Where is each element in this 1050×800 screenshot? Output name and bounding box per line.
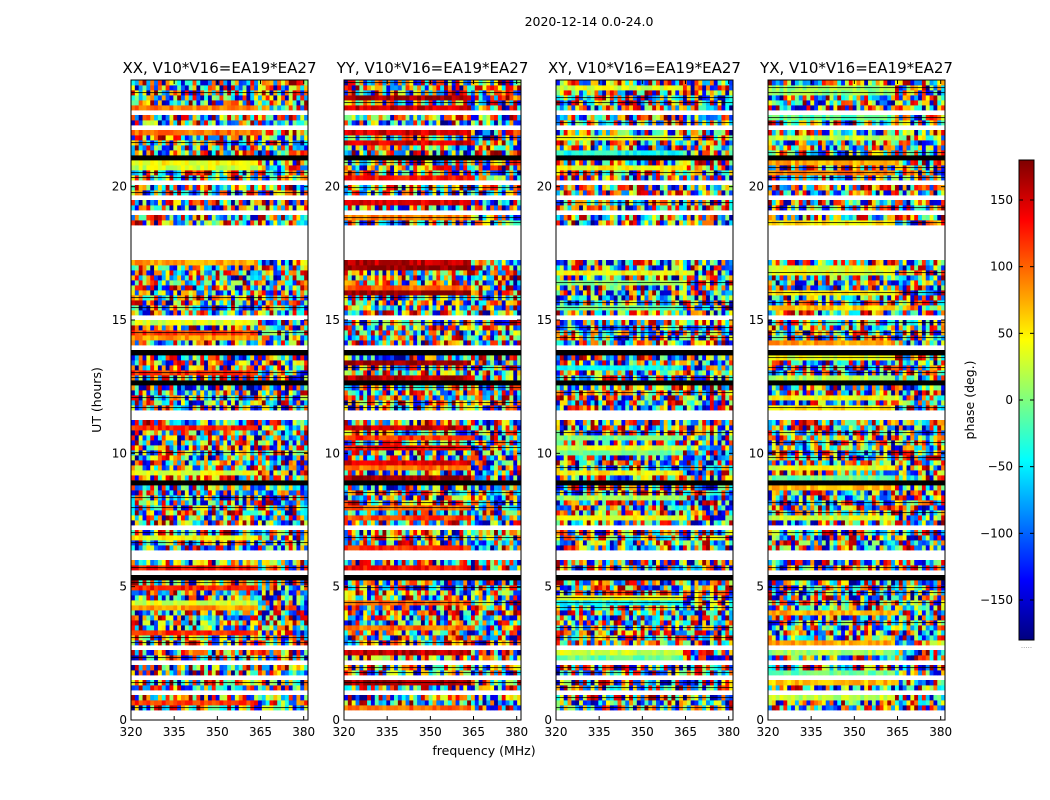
panels-group: XX, V10*V16=EA19*EA27 320 335 350 365 380 0 5 10… bbox=[112, 59, 953, 739]
panel-frame bbox=[130, 79, 309, 721]
colorbar-tick-label: 50 bbox=[998, 326, 1013, 340]
x-tick-label: 365 bbox=[462, 725, 485, 739]
colorbar: −150 −100 −50 0 50 100 150..... bbox=[980, 159, 1035, 650]
y-tick-label: 5 bbox=[544, 580, 552, 594]
y-tick-label: 15 bbox=[537, 313, 552, 327]
panel-title: XX, V10*V16=EA19*EA27 bbox=[122, 59, 316, 77]
x-tick-label: 335 bbox=[800, 725, 823, 739]
x-tick-label: 335 bbox=[376, 725, 399, 739]
y-tick-label: 20 bbox=[749, 180, 764, 194]
phase-image bbox=[768, 80, 945, 720]
y-tick-label: 15 bbox=[325, 313, 340, 327]
x-tick-label: 380 bbox=[505, 725, 528, 739]
panel-title: XY, V10*V16=EA19*EA27 bbox=[548, 59, 741, 77]
x-tick-label: 320 bbox=[120, 725, 143, 739]
panel-yy: YY, V10*V16=EA19*EA27 320 335 350 365 380 0 5 10… bbox=[325, 59, 529, 739]
y-tick-label: 0 bbox=[119, 713, 127, 727]
panel-frame bbox=[343, 79, 522, 721]
colorbar-tick-label: −150 bbox=[980, 593, 1013, 607]
panel-title: YY, V10*V16=EA19*EA27 bbox=[336, 59, 529, 77]
x-tick-label: 320 bbox=[545, 725, 568, 739]
figure-suptitle: 2020-12-14 0.0-24.0 bbox=[525, 14, 654, 29]
colorbar-tick-label: 0 bbox=[1005, 393, 1013, 407]
x-tick-label: 335 bbox=[588, 725, 611, 739]
y-tick-label: 10 bbox=[112, 446, 127, 460]
x-tick-label: 320 bbox=[333, 725, 356, 739]
y-tick-label: 5 bbox=[756, 580, 764, 594]
colorbar-label: phase (deg.) bbox=[962, 361, 977, 440]
x-tick-label: 365 bbox=[249, 725, 272, 739]
phase-image bbox=[556, 80, 733, 720]
y-tick-label: 15 bbox=[112, 313, 127, 327]
panel-xx: XX, V10*V16=EA19*EA27 320 335 350 365 380 0 5 10… bbox=[112, 59, 317, 739]
y-tick-label: 20 bbox=[325, 180, 340, 194]
colorbar-tick-label: −100 bbox=[980, 526, 1013, 540]
x-tick-label: 380 bbox=[717, 725, 740, 739]
y-tick-label: 20 bbox=[112, 180, 127, 194]
colorbar-tick-label: 150 bbox=[990, 193, 1013, 207]
y-axis-label: UT (hours) bbox=[89, 367, 104, 433]
phase-image bbox=[131, 80, 308, 720]
y-tick-label: 20 bbox=[537, 180, 552, 194]
x-tick-label: 335 bbox=[163, 725, 186, 739]
x-tick-label: 350 bbox=[843, 725, 866, 739]
colorbar-tick-label: 100 bbox=[990, 260, 1013, 274]
panel-xy: XY, V10*V16=EA19*EA27 320 335 350 365 380 0 5 10… bbox=[537, 59, 741, 739]
y-tick-label: 10 bbox=[749, 446, 764, 460]
x-tick-label: 320 bbox=[757, 725, 780, 739]
y-tick-label: 10 bbox=[537, 446, 552, 460]
x-axis-label: frequency (MHz) bbox=[432, 743, 535, 758]
y-tick-label: 0 bbox=[544, 713, 552, 727]
x-tick-label: 350 bbox=[631, 725, 654, 739]
colorbar-gradient bbox=[1019, 160, 1034, 640]
y-tick-label: 5 bbox=[119, 580, 127, 594]
y-tick-label: 0 bbox=[332, 713, 340, 727]
x-tick-label: 380 bbox=[929, 725, 952, 739]
y-tick-label: 0 bbox=[756, 713, 764, 727]
phase-image bbox=[344, 80, 521, 720]
y-tick-label: 10 bbox=[325, 446, 340, 460]
panel-title: YX, V10*V16=EA19*EA27 bbox=[759, 59, 953, 77]
panel-frame bbox=[767, 79, 946, 721]
panel-yx: YX, V10*V16=EA19*EA27 320 335 350 365 380 0 5 10… bbox=[749, 59, 953, 739]
x-tick-label: 380 bbox=[292, 725, 315, 739]
x-tick-label: 350 bbox=[419, 725, 442, 739]
x-tick-label: 350 bbox=[206, 725, 229, 739]
panel-frame bbox=[555, 79, 734, 721]
y-tick-label: 5 bbox=[332, 580, 340, 594]
x-tick-label: 365 bbox=[886, 725, 909, 739]
colorbar-tick-label: −50 bbox=[988, 460, 1013, 474]
colorbar-footer: ..... bbox=[1021, 642, 1032, 650]
y-tick-label: 15 bbox=[749, 313, 764, 327]
x-tick-label: 365 bbox=[674, 725, 697, 739]
